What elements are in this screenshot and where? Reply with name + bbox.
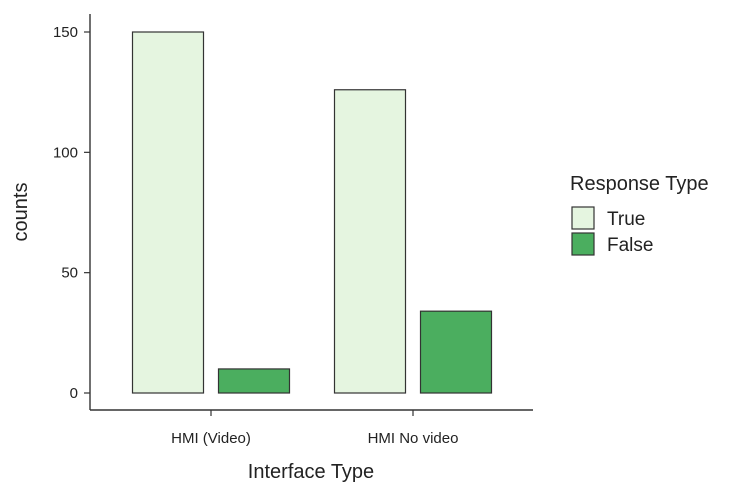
bar-hmi-video-false <box>217 368 291 394</box>
y-axis-ticks: 0 50 100 150 <box>53 24 90 402</box>
y-tick-label: 50 <box>61 265 78 282</box>
bar-hmi-video-true <box>131 31 205 394</box>
y-axis-title: counts <box>10 183 32 242</box>
y-tick-label: 100 <box>53 144 78 161</box>
bar-hmi-no-video-true <box>333 89 407 394</box>
legend-label-true: True <box>607 209 645 230</box>
y-tick-label: 150 <box>53 24 78 41</box>
legend-label-false: False <box>607 235 653 256</box>
x-axis-ticks: HMI (Video) HMI No video <box>171 410 458 447</box>
legend-key-false <box>571 232 595 256</box>
legend-title: Response Type <box>570 173 709 195</box>
bar-hmi-no-video-false <box>419 310 493 394</box>
x-tick-label: HMI (Video) <box>171 430 251 447</box>
legend-key-true <box>571 206 595 230</box>
bars <box>131 31 493 394</box>
x-axis-title: Interface Type <box>248 461 374 483</box>
x-tick-label: HMI No video <box>368 430 459 447</box>
legend: Response Type True False <box>570 173 709 256</box>
y-tick-label: 0 <box>70 385 78 402</box>
